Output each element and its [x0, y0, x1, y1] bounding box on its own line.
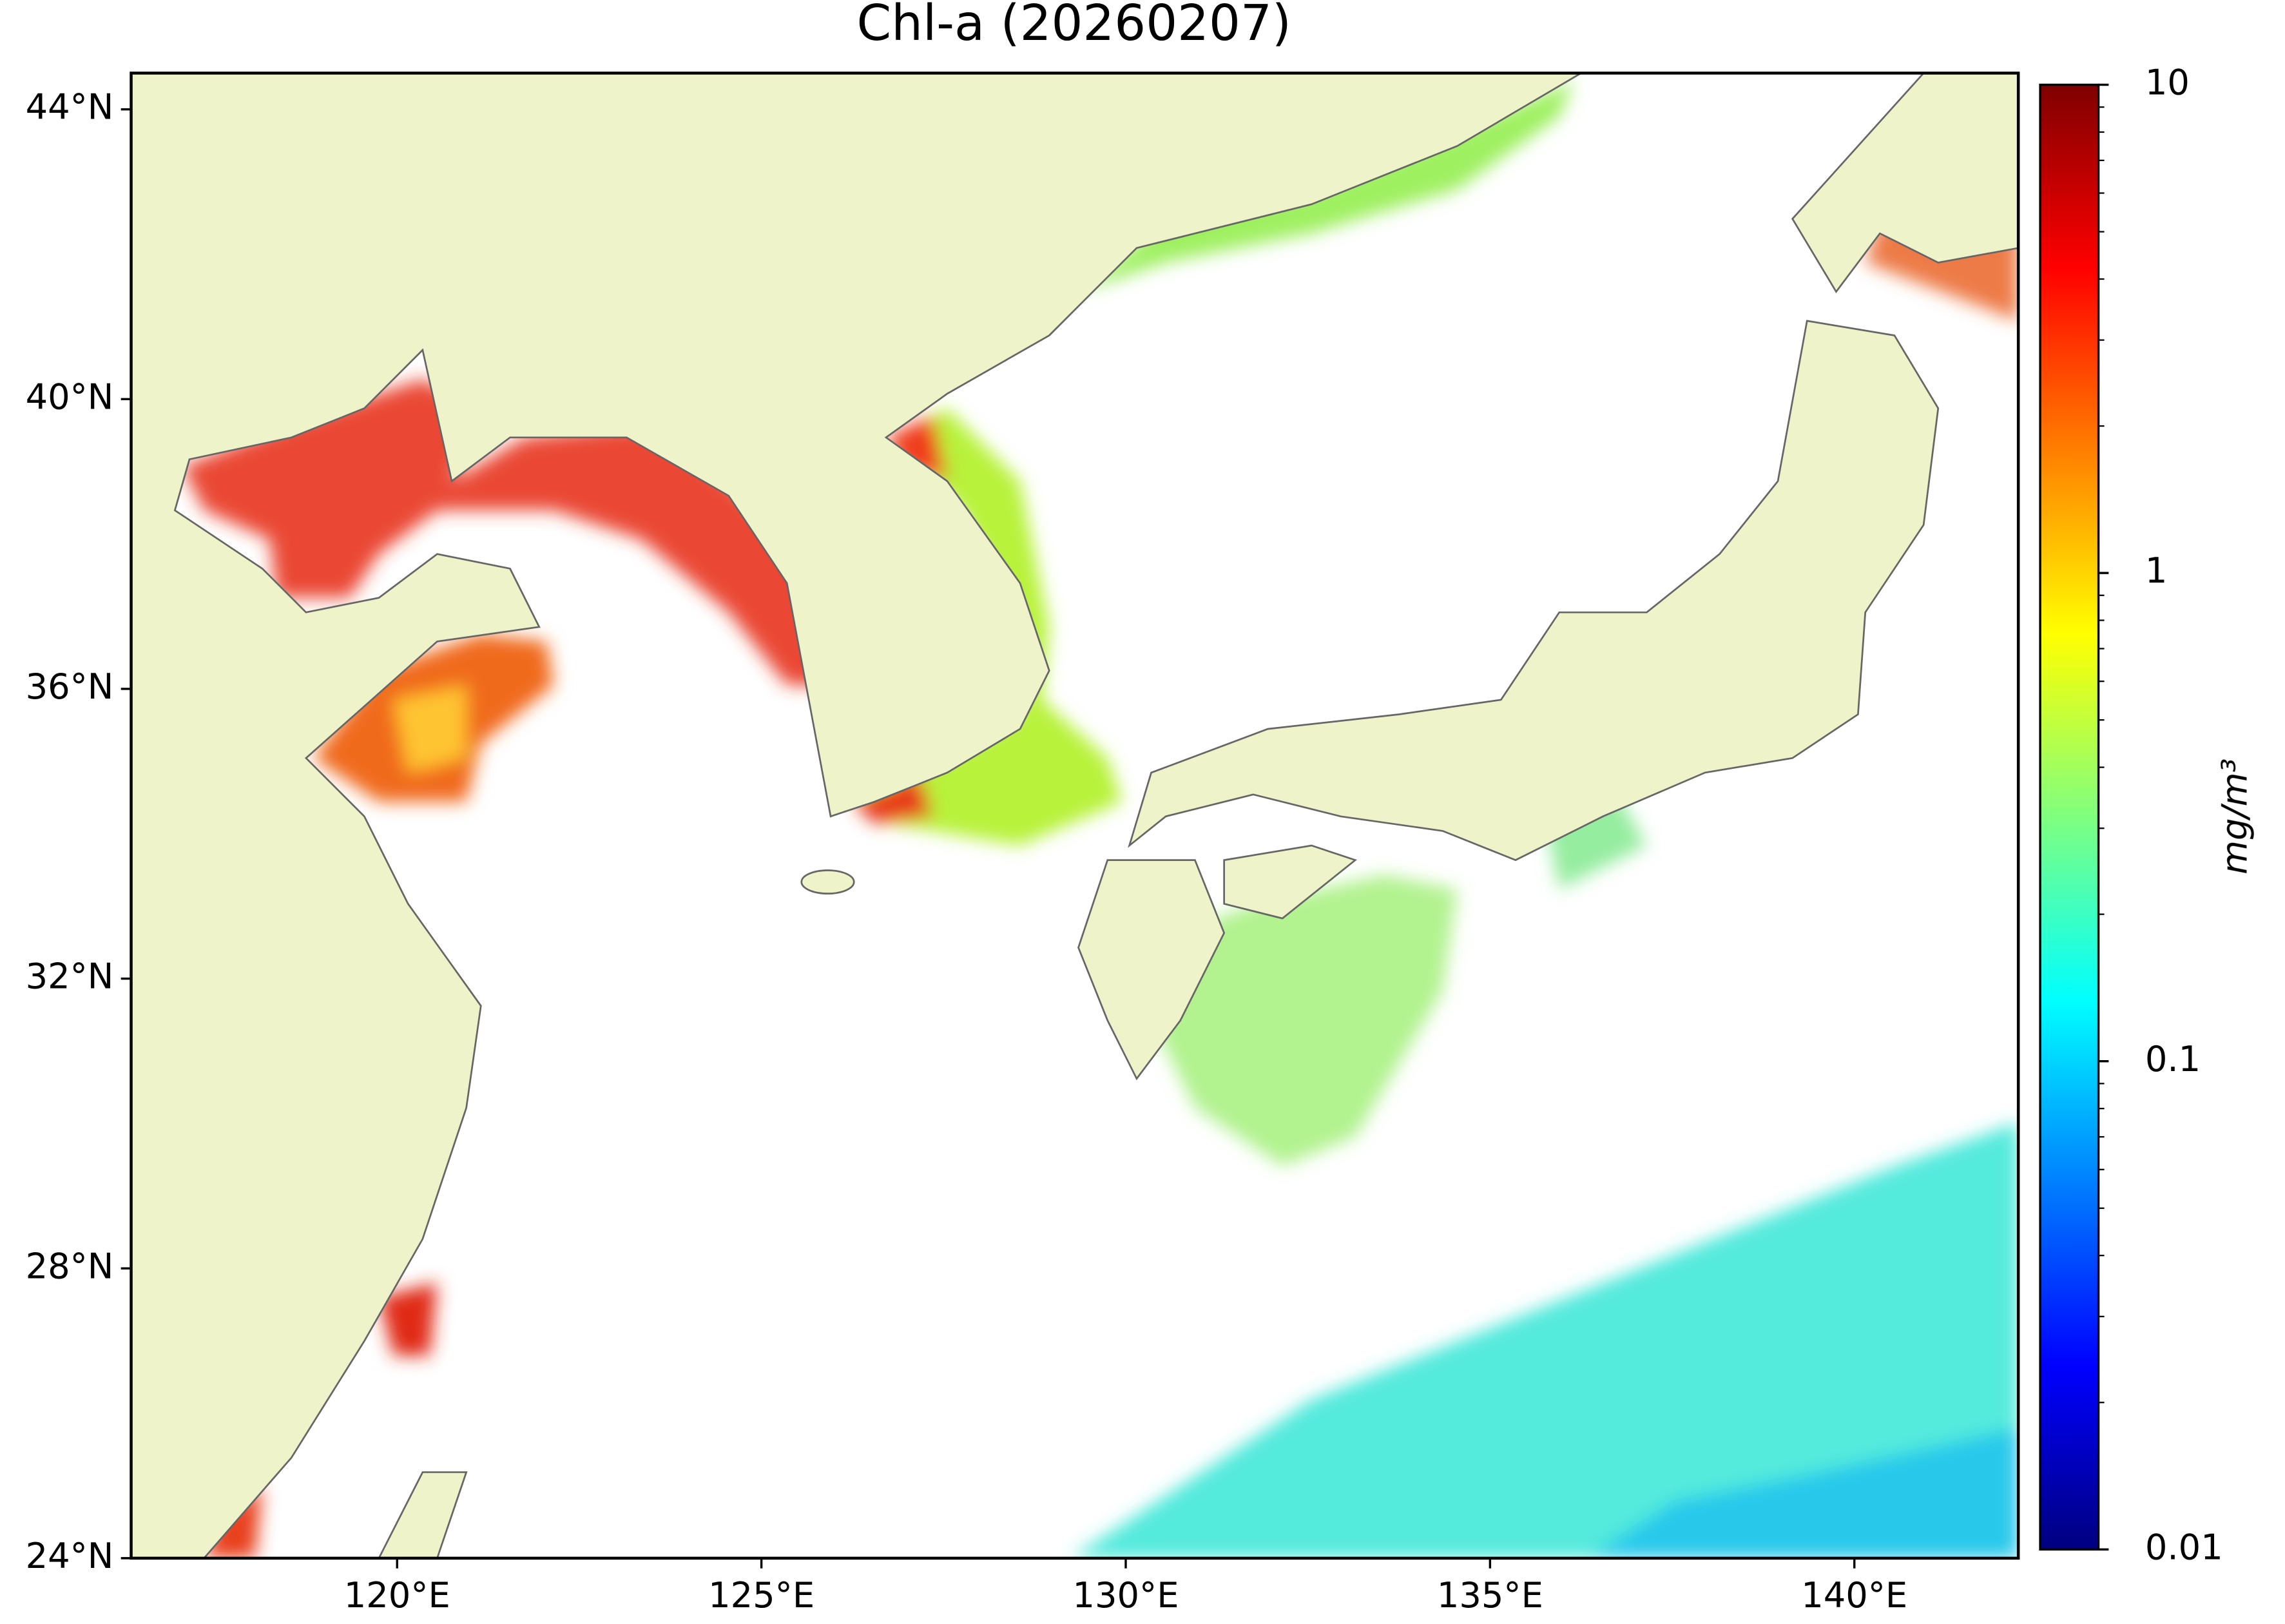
y-tick-label: 36°N — [26, 666, 114, 707]
jeju — [800, 869, 855, 894]
y-tick-label: 28°N — [26, 1246, 114, 1286]
chl-patches — [182, 80, 2019, 1558]
taiwan — [378, 1471, 468, 1558]
colorbar-label: mg/m³ — [2214, 759, 2255, 875]
x-tick-label: 135°E — [1437, 1575, 1543, 1616]
colorbar — [2039, 83, 2100, 1551]
colorbar-tick-label: 0.01 — [2145, 1527, 2223, 1567]
colorbar-tick-label: 10 — [2145, 63, 2190, 103]
land — [131, 73, 2019, 1558]
y-tick-label: 44°N — [26, 87, 114, 128]
honshu — [1128, 320, 1940, 862]
x-tick-label: 130°E — [1072, 1575, 1179, 1616]
x-tick-label: 140°E — [1801, 1575, 1907, 1616]
hokkaido — [1791, 73, 2019, 294]
map-area — [131, 73, 2019, 1558]
y-tick-label: 32°N — [26, 956, 114, 997]
shikoku — [1223, 844, 1357, 920]
chart-title: Chl-a (20260207) — [857, 0, 1291, 52]
colorbar-tick-label: 1 — [2145, 550, 2168, 591]
y-tick-label: 40°N — [26, 376, 114, 417]
axes: 120°E 125°E 130°E 135°E 140°E 24°N 28°N 32°N 36°… — [26, 87, 1908, 1616]
x-tick-label: 125°E — [708, 1575, 815, 1616]
colorbar-tick-label: 0.1 — [2145, 1039, 2201, 1079]
map-frame — [130, 72, 2020, 1560]
kyushu — [1077, 859, 1226, 1081]
mainland — [131, 73, 1583, 1558]
x-tick-label: 120°E — [344, 1575, 450, 1616]
y-tick-label: 24°N — [26, 1536, 114, 1576]
